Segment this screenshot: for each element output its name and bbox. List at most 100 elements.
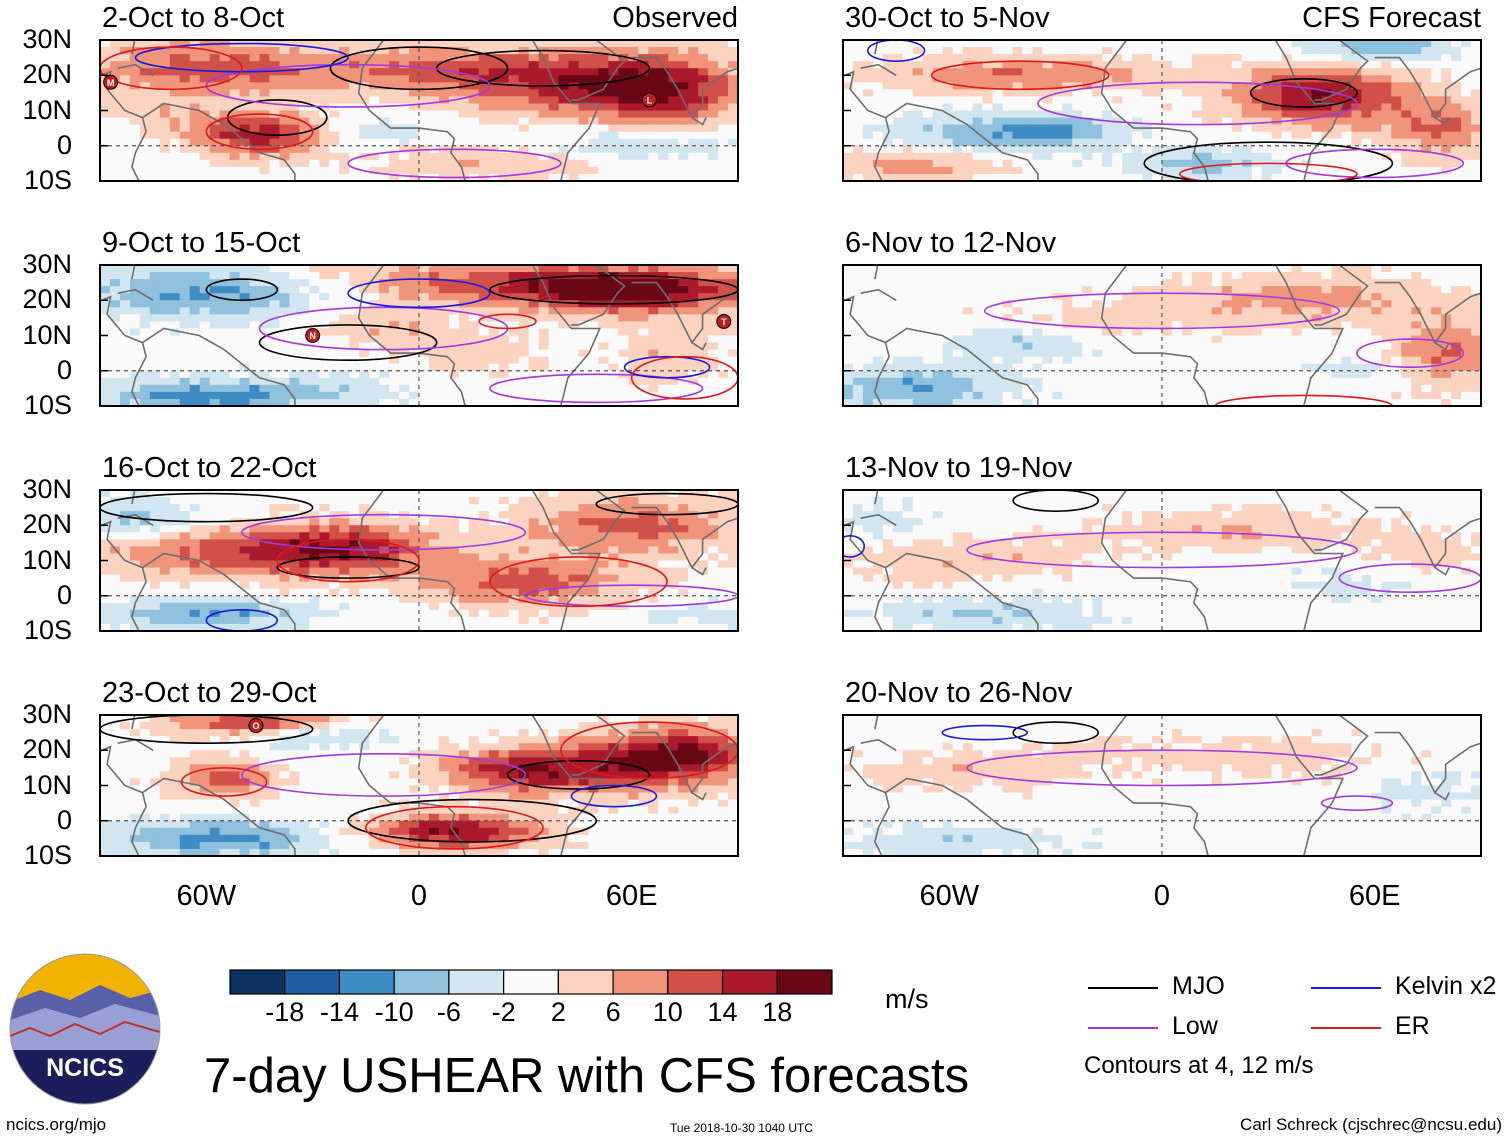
shear-cell [379,124,390,133]
shear-cell [508,616,520,625]
shear-cell [339,827,350,836]
shear-cell [169,511,181,519]
shear-cell [498,321,510,330]
shear-cell [428,131,440,140]
shear-cell [279,532,291,540]
shear-cell [608,778,619,787]
shear-cell [199,567,211,576]
shear-cell [658,743,669,751]
shear-cell [728,546,738,555]
shear-cell [289,145,300,154]
shear-cell [419,75,430,83]
shear-cell [728,61,738,69]
shear-cell [618,504,629,512]
shear-cell [149,110,161,119]
shear-cell [458,518,470,526]
shear-cell [498,96,510,105]
shear-cell [239,722,251,730]
shear-cell [159,103,171,112]
shear-cell [369,490,380,498]
shear-cell [658,131,669,140]
shear-cell [219,342,231,351]
shear-cell [179,293,191,301]
shear-cell [438,54,450,62]
shear-cell [528,54,540,62]
shear-cell [548,391,560,400]
shear-cell [299,560,310,569]
shear-cell [558,764,570,772]
shear-cell [448,539,460,547]
shear-cell [648,539,659,547]
shear-cell [359,820,370,829]
shear-cell [438,61,450,69]
shear-cell [329,546,340,555]
shear-cell [269,47,281,55]
shear-cell [259,757,271,765]
shear-cell [369,757,380,765]
shear-cell [189,335,201,344]
shear-cell [548,778,560,787]
shear-cell [100,736,111,744]
shear-cell [309,511,320,519]
shear-cell [289,349,300,358]
shear-cell [638,384,649,393]
shear-cell [409,96,420,105]
shear-cell [349,806,360,815]
shear-cell [718,54,729,62]
shear-cell [139,497,151,505]
shear-cell [259,602,271,611]
shear-cell [688,173,699,181]
shear-cell [578,616,590,625]
shear-cell [409,490,420,498]
shear-cell [169,715,181,723]
shear-cell [718,799,729,808]
shear-cell [289,806,300,815]
shear-cell [329,588,340,597]
shear-cell [359,602,370,611]
shear-cell [119,609,131,618]
shear-cell [438,757,450,765]
shear-cell [478,300,490,308]
shear-cell [708,40,719,48]
shear-cell [458,567,470,576]
shear-cell [548,602,560,611]
shear-cell [269,159,281,168]
shear-cell [419,729,430,737]
shear-cell [528,532,540,540]
shear-cell [558,89,570,97]
shear-cell [139,525,151,533]
shear-cell [109,279,121,287]
shear-cell [309,715,320,723]
shear-cell [259,595,271,604]
shear-cell [329,279,340,287]
shear-cell [129,546,141,555]
shear-cell [628,785,639,794]
shear-cell [648,342,659,351]
shear-cell [259,497,271,505]
shear-cell [578,792,590,801]
shear-cell [239,131,251,140]
shear-cell [538,743,550,751]
shear-cell [488,553,500,562]
shear-cell [578,173,590,181]
map-panel [99,264,739,407]
shear-cell [438,307,450,315]
shear-cell [678,806,689,815]
shear-cell [428,124,440,133]
shear-cell [419,525,430,533]
shear-cell [718,504,729,512]
shear-cell [379,595,390,604]
shear-cell [279,518,291,526]
shear-cell [718,356,729,365]
shear-cell [478,792,490,801]
shear-cell [438,567,450,576]
shear-cell [289,103,300,112]
shear-cell [169,89,181,97]
shear-cell [638,595,649,604]
shear-cell [488,124,500,133]
shear-cell [119,117,131,126]
shear-cell [568,166,580,175]
shear-cell [359,370,370,379]
shear-cell [299,356,310,365]
shear-cell [648,159,659,168]
